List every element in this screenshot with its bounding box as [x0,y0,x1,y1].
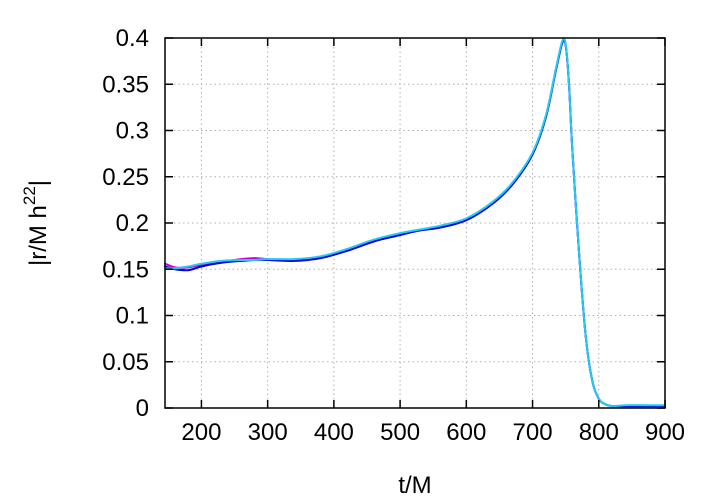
y-tick-label: 0.05 [102,349,149,376]
y-axis-label-end: | [25,180,52,186]
plot-frame [164,37,666,409]
y-tick-label: 0.15 [102,256,149,283]
series-line-1 [164,38,666,408]
x-axis-label: t/M [398,472,431,499]
x-tick-label: 700 [513,419,553,446]
series-line-3 [164,37,666,408]
y-tick-label: 0.2 [116,210,149,237]
x-tick-label: 300 [248,419,288,446]
y-axis-label-main: |r/M h [25,205,52,266]
x-tick-label: 200 [181,419,221,446]
y-tick-label: 0.1 [116,303,149,330]
x-tick-label: 600 [446,419,486,446]
ticks: 200 300 400 500 600 700 800 900 0 0.05 0.1 0.15 0.2 0… [102,25,685,446]
x-tick-label: 800 [579,419,619,446]
x-tick-label: 500 [380,419,420,446]
series-group [164,37,666,408]
y-tick-label: 0.3 [116,118,149,145]
grid [165,38,665,408]
series-line-2 [164,38,666,408]
y-tick-label: 0 [136,395,149,422]
y-axis-label-sup: 22 [20,186,39,205]
x-tick-label: 400 [314,419,354,446]
y-tick-label: 0.4 [116,25,149,52]
y-tick-label: 0.35 [102,71,149,98]
y-tick-label: 0.25 [102,164,149,191]
x-tick-label: 900 [645,419,685,446]
y-axis-label: |r/M h22| [20,180,52,266]
